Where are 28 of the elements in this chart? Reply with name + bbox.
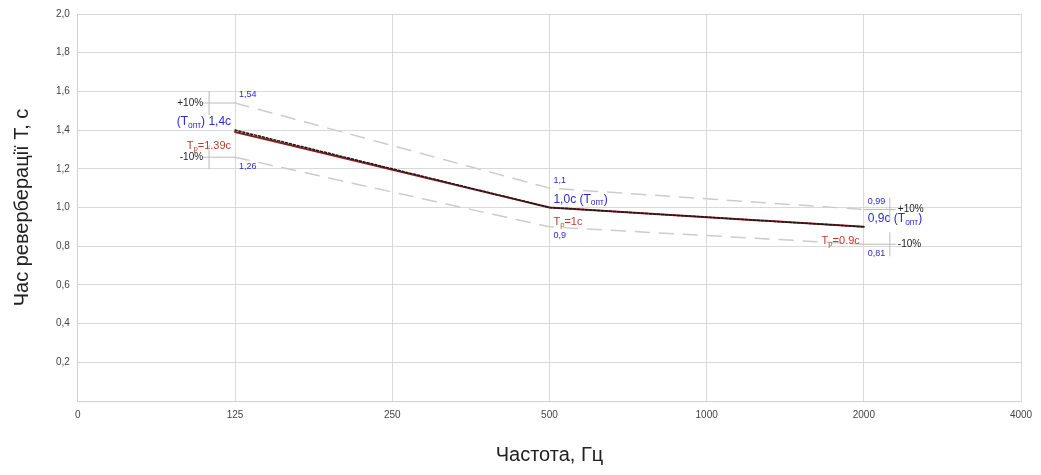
y-tick-label: 0,4 bbox=[56, 317, 71, 329]
x-tick-label: 1000 bbox=[695, 408, 719, 420]
y-tick-label: 1,0 bbox=[56, 201, 71, 213]
y-tick-label: 2,0 bbox=[56, 7, 71, 19]
x-tick-label: 500 bbox=[541, 408, 559, 420]
x-tick-label: 4000 bbox=[1009, 408, 1033, 420]
y-tick-label: 0,8 bbox=[56, 239, 71, 251]
x-tick-label: 125 bbox=[226, 408, 244, 420]
data-label: 1,26 bbox=[239, 160, 257, 171]
y-tick-label: 0,2 bbox=[56, 356, 71, 368]
y-tick-label: 0,6 bbox=[56, 278, 71, 290]
y-tick-label: 1,4 bbox=[56, 123, 71, 135]
annotation: +10% bbox=[177, 96, 204, 108]
y-tick-label: 1,2 bbox=[56, 162, 71, 174]
x-tick-label: 0 bbox=[75, 408, 82, 420]
data-label: 1,1 bbox=[553, 174, 566, 185]
data-label: 0,9 bbox=[553, 230, 566, 241]
x-axis-title: Частота, Гц bbox=[495, 442, 604, 465]
annotation: -10% bbox=[897, 238, 922, 250]
data-label: 0,81 bbox=[867, 247, 886, 258]
x-tick-label: 250 bbox=[383, 408, 402, 420]
annotation: +10% bbox=[897, 203, 924, 215]
data-label: 0,99 bbox=[867, 195, 886, 206]
y-tick-label: 1,8 bbox=[56, 46, 71, 58]
y-tick-label: 1,6 bbox=[56, 85, 71, 97]
data-label: 1,54 bbox=[239, 89, 257, 100]
y-axis-title: Час реверберації T, с bbox=[9, 108, 32, 307]
x-tick-label: 2000 bbox=[852, 408, 876, 420]
